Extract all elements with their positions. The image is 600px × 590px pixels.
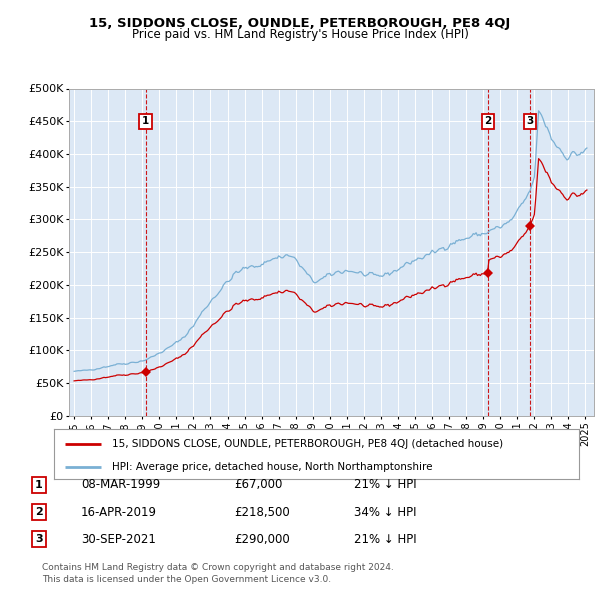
Text: £218,500: £218,500: [234, 506, 290, 519]
Text: 08-MAR-1999: 08-MAR-1999: [81, 478, 160, 491]
Text: £290,000: £290,000: [234, 533, 290, 546]
Text: 15, SIDDONS CLOSE, OUNDLE, PETERBOROUGH, PE8 4QJ: 15, SIDDONS CLOSE, OUNDLE, PETERBOROUGH,…: [89, 17, 511, 30]
Text: 3: 3: [526, 116, 534, 126]
Text: 2: 2: [485, 116, 492, 126]
Text: 3: 3: [35, 535, 43, 544]
Text: 15, SIDDONS CLOSE, OUNDLE, PETERBOROUGH, PE8 4QJ (detached house): 15, SIDDONS CLOSE, OUNDLE, PETERBOROUGH,…: [112, 439, 503, 449]
Text: 30-SEP-2021: 30-SEP-2021: [81, 533, 156, 546]
Text: 34% ↓ HPI: 34% ↓ HPI: [354, 506, 416, 519]
Text: 21% ↓ HPI: 21% ↓ HPI: [354, 478, 416, 491]
Text: Contains HM Land Registry data © Crown copyright and database right 2024.: Contains HM Land Registry data © Crown c…: [42, 563, 394, 572]
Text: 2: 2: [35, 507, 43, 517]
Text: 1: 1: [142, 116, 149, 126]
Text: £67,000: £67,000: [234, 478, 283, 491]
Text: 16-APR-2019: 16-APR-2019: [81, 506, 157, 519]
Text: HPI: Average price, detached house, North Northamptonshire: HPI: Average price, detached house, Nort…: [112, 461, 432, 471]
Text: This data is licensed under the Open Government Licence v3.0.: This data is licensed under the Open Gov…: [42, 575, 331, 584]
Text: 1: 1: [35, 480, 43, 490]
Text: Price paid vs. HM Land Registry's House Price Index (HPI): Price paid vs. HM Land Registry's House …: [131, 28, 469, 41]
Text: 21% ↓ HPI: 21% ↓ HPI: [354, 533, 416, 546]
